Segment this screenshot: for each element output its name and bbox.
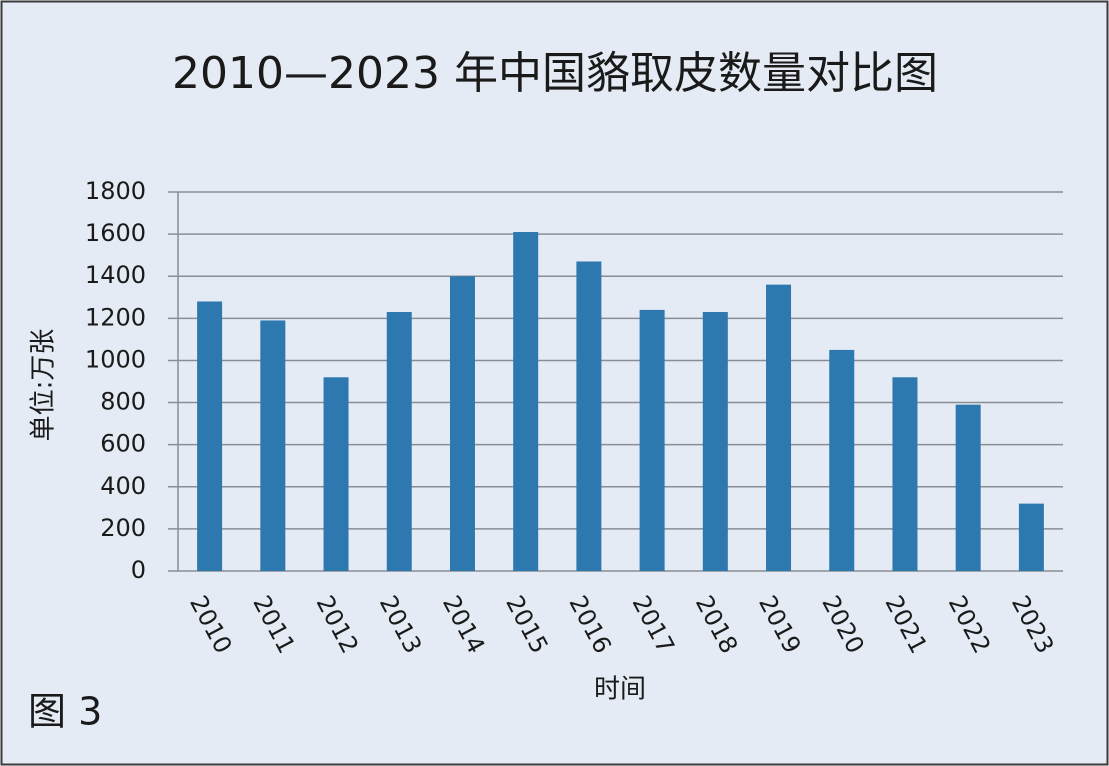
y-tick-label: 1200 (85, 303, 146, 331)
bar (955, 404, 981, 571)
bar (197, 301, 223, 571)
y-tick-label: 1400 (85, 261, 146, 289)
bar (1018, 503, 1044, 571)
bar (892, 377, 918, 571)
y-tick-label: 1000 (85, 345, 146, 373)
y-axis-label: 单位:万张 (29, 329, 59, 442)
bar (766, 284, 792, 571)
x-axis-label: 时间 (594, 675, 646, 705)
bar (639, 309, 665, 571)
bar (323, 377, 349, 571)
bar (386, 312, 412, 571)
bar (576, 261, 602, 571)
chart-title: 2010—2023 年中国貉取皮数量对比图 (172, 48, 938, 99)
y-tick-label: 1600 (85, 219, 146, 247)
bar (702, 312, 728, 571)
bar (260, 320, 286, 571)
y-tick-label: 0 (131, 556, 146, 584)
bar (513, 232, 539, 571)
figure-label: 图 3 (28, 690, 102, 734)
y-tick-label: 400 (100, 472, 146, 500)
y-tick-label: 1800 (85, 177, 146, 205)
y-tick-label: 600 (100, 430, 146, 458)
bar (829, 349, 855, 571)
y-tick-label: 200 (100, 514, 146, 542)
y-tick-label: 800 (100, 388, 146, 416)
bar (449, 276, 475, 571)
